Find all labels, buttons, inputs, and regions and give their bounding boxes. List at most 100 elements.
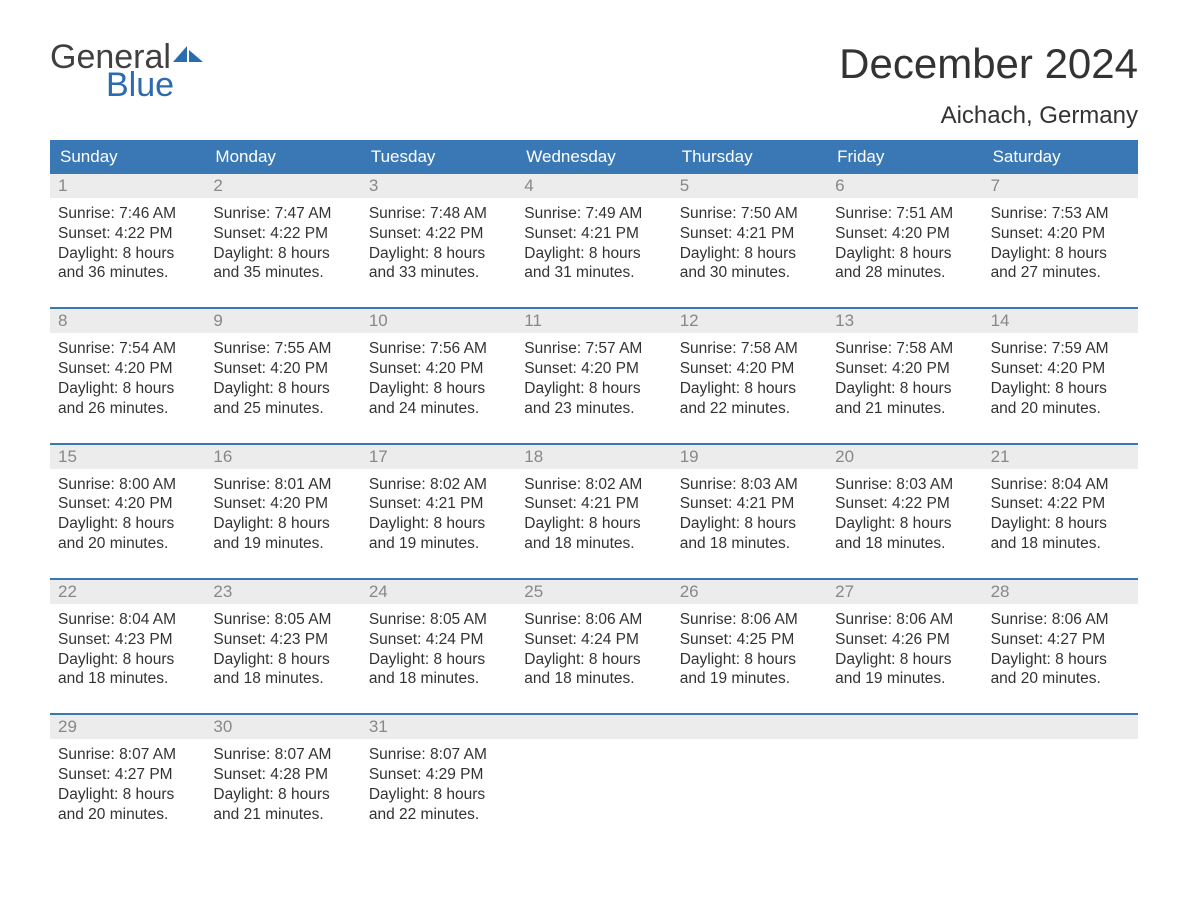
daylight-line-1: Daylight: 8 hours: [991, 379, 1130, 399]
sunrise-line: Sunrise: 8:06 AM: [991, 610, 1130, 630]
day-cell: [516, 739, 671, 848]
daylight-line-2: and 18 minutes.: [58, 669, 197, 689]
daylight-line-2: and 18 minutes.: [835, 534, 974, 554]
logo: General Blue: [50, 40, 205, 102]
day-cell: Sunrise: 8:07 AMSunset: 4:28 PMDaylight:…: [205, 739, 360, 848]
daylight-line-1: Daylight: 8 hours: [835, 514, 974, 534]
sunrise-line: Sunrise: 8:07 AM: [369, 745, 508, 765]
sunrise-line: Sunrise: 8:04 AM: [58, 610, 197, 630]
day-header-cell: Friday: [827, 140, 982, 174]
daylight-line-1: Daylight: 8 hours: [213, 650, 352, 670]
day-number: 21: [983, 445, 1138, 469]
day-number: 16: [205, 445, 360, 469]
day-number: 26: [672, 580, 827, 604]
daylight-line-1: Daylight: 8 hours: [524, 514, 663, 534]
day-number: 10: [361, 309, 516, 333]
day-number: 1: [50, 174, 205, 198]
day-number: 27: [827, 580, 982, 604]
day-cell: Sunrise: 7:55 AMSunset: 4:20 PMDaylight:…: [205, 333, 360, 442]
daylight-line-1: Daylight: 8 hours: [835, 650, 974, 670]
daylight-line-2: and 30 minutes.: [680, 263, 819, 283]
day-cell: [827, 739, 982, 848]
calendar: SundayMondayTuesdayWednesdayThursdayFrid…: [50, 140, 1138, 849]
sunset-line: Sunset: 4:20 PM: [835, 224, 974, 244]
day-number: 13: [827, 309, 982, 333]
daylight-line-1: Daylight: 8 hours: [524, 379, 663, 399]
day-header-cell: Thursday: [672, 140, 827, 174]
day-number-row: 22232425262728: [50, 580, 1138, 604]
week-row: 15161718192021Sunrise: 8:00 AMSunset: 4:…: [50, 443, 1138, 578]
sunrise-line: Sunrise: 7:50 AM: [680, 204, 819, 224]
sunrise-line: Sunrise: 7:53 AM: [991, 204, 1130, 224]
week-row: 22232425262728Sunrise: 8:04 AMSunset: 4:…: [50, 578, 1138, 713]
day-number: 31: [361, 715, 516, 739]
day-number: [672, 715, 827, 739]
day-cell: Sunrise: 7:49 AMSunset: 4:21 PMDaylight:…: [516, 198, 671, 307]
day-number: 28: [983, 580, 1138, 604]
location: Aichach, Germany: [839, 102, 1138, 130]
sunrise-line: Sunrise: 7:58 AM: [680, 339, 819, 359]
daylight-line-1: Daylight: 8 hours: [680, 244, 819, 264]
daylight-line-1: Daylight: 8 hours: [991, 244, 1130, 264]
day-number-row: 891011121314: [50, 309, 1138, 333]
day-cell: Sunrise: 8:07 AMSunset: 4:27 PMDaylight:…: [50, 739, 205, 848]
day-cell: Sunrise: 8:03 AMSunset: 4:21 PMDaylight:…: [672, 469, 827, 578]
day-number: [516, 715, 671, 739]
sunrise-line: Sunrise: 7:59 AM: [991, 339, 1130, 359]
sunset-line: Sunset: 4:24 PM: [369, 630, 508, 650]
sunrise-line: Sunrise: 8:06 AM: [680, 610, 819, 630]
daylight-line-2: and 20 minutes.: [991, 669, 1130, 689]
daylight-line-2: and 33 minutes.: [369, 263, 508, 283]
sunrise-line: Sunrise: 8:02 AM: [524, 475, 663, 495]
daylight-line-2: and 18 minutes.: [991, 534, 1130, 554]
daylight-line-1: Daylight: 8 hours: [369, 514, 508, 534]
day-number: 18: [516, 445, 671, 469]
daylight-line-1: Daylight: 8 hours: [369, 244, 508, 264]
day-number: 25: [516, 580, 671, 604]
day-number: 9: [205, 309, 360, 333]
logo-text-blue: Blue: [106, 68, 205, 102]
sunset-line: Sunset: 4:21 PM: [680, 224, 819, 244]
daylight-line-2: and 20 minutes.: [58, 534, 197, 554]
sunrise-line: Sunrise: 8:00 AM: [58, 475, 197, 495]
day-number: 17: [361, 445, 516, 469]
daylight-line-2: and 20 minutes.: [58, 805, 197, 825]
day-cell: Sunrise: 8:03 AMSunset: 4:22 PMDaylight:…: [827, 469, 982, 578]
daylight-line-2: and 21 minutes.: [835, 399, 974, 419]
daylight-line-2: and 18 minutes.: [524, 534, 663, 554]
day-header-cell: Monday: [205, 140, 360, 174]
sunrise-line: Sunrise: 8:06 AM: [835, 610, 974, 630]
day-cell: Sunrise: 8:04 AMSunset: 4:23 PMDaylight:…: [50, 604, 205, 713]
sunrise-line: Sunrise: 8:03 AM: [680, 475, 819, 495]
day-cell: Sunrise: 7:50 AMSunset: 4:21 PMDaylight:…: [672, 198, 827, 307]
sunrise-line: Sunrise: 8:05 AM: [369, 610, 508, 630]
sunset-line: Sunset: 4:20 PM: [58, 494, 197, 514]
sunrise-line: Sunrise: 7:55 AM: [213, 339, 352, 359]
day-number: 4: [516, 174, 671, 198]
day-number: 15: [50, 445, 205, 469]
daylight-line-1: Daylight: 8 hours: [58, 379, 197, 399]
sunset-line: Sunset: 4:23 PM: [213, 630, 352, 650]
sunrise-line: Sunrise: 7:48 AM: [369, 204, 508, 224]
day-number-row: 293031: [50, 715, 1138, 739]
daylight-line-1: Daylight: 8 hours: [524, 244, 663, 264]
day-number: 7: [983, 174, 1138, 198]
day-cell: Sunrise: 8:06 AMSunset: 4:27 PMDaylight:…: [983, 604, 1138, 713]
sunset-line: Sunset: 4:20 PM: [835, 359, 974, 379]
day-number: 11: [516, 309, 671, 333]
day-header-cell: Tuesday: [361, 140, 516, 174]
sunset-line: Sunset: 4:25 PM: [680, 630, 819, 650]
sunset-line: Sunset: 4:21 PM: [680, 494, 819, 514]
sunset-line: Sunset: 4:20 PM: [991, 359, 1130, 379]
title-block: December 2024 Aichach, Germany: [839, 40, 1138, 130]
sunrise-line: Sunrise: 8:01 AM: [213, 475, 352, 495]
day-header-row: SundayMondayTuesdayWednesdayThursdayFrid…: [50, 140, 1138, 174]
day-number: 8: [50, 309, 205, 333]
day-number: 3: [361, 174, 516, 198]
sunrise-line: Sunrise: 8:04 AM: [991, 475, 1130, 495]
day-cell: Sunrise: 8:02 AMSunset: 4:21 PMDaylight:…: [516, 469, 671, 578]
day-cell: Sunrise: 8:01 AMSunset: 4:20 PMDaylight:…: [205, 469, 360, 578]
daylight-line-1: Daylight: 8 hours: [369, 650, 508, 670]
daylight-line-2: and 18 minutes.: [213, 669, 352, 689]
day-number: 22: [50, 580, 205, 604]
